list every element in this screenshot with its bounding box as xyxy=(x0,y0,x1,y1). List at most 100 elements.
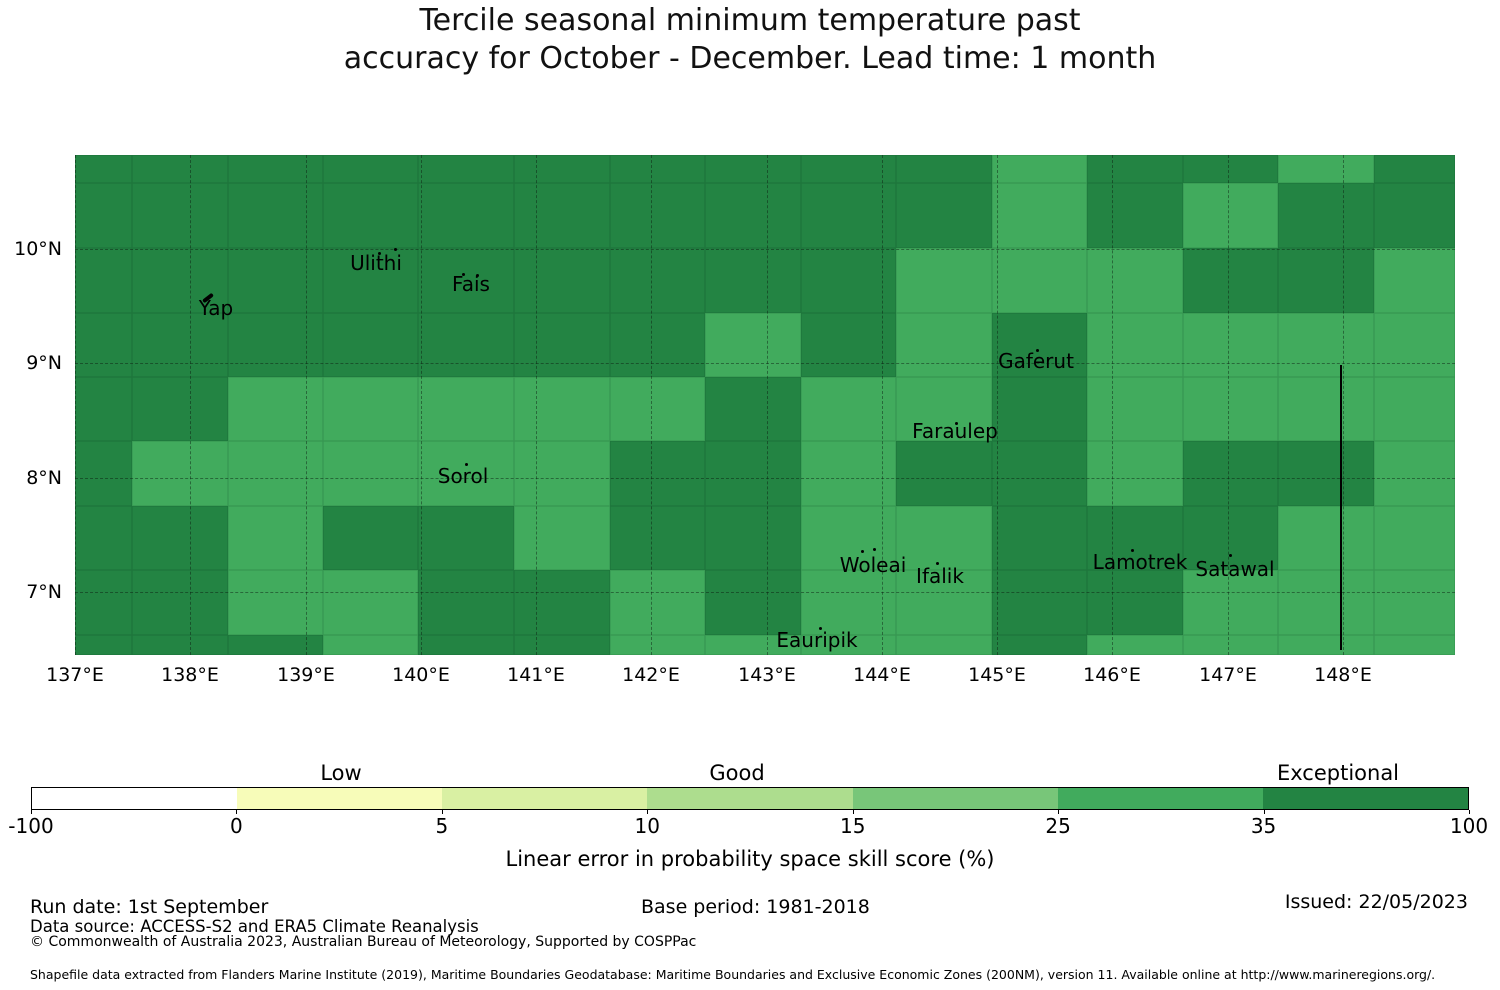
island-marker-eauripik xyxy=(818,626,822,630)
colorbar-category-label: Exceptional xyxy=(1276,761,1400,785)
colorbar-segment xyxy=(647,788,853,809)
map-cell xyxy=(1374,155,1455,183)
map-cell xyxy=(514,155,610,183)
island-label-lamotrek: Lamotrek xyxy=(1092,550,1188,574)
map-cell xyxy=(1183,570,1278,635)
map-cell xyxy=(896,570,992,635)
map-cell xyxy=(228,570,323,635)
map-cell xyxy=(75,570,132,635)
map-cell xyxy=(896,313,992,377)
map-cell xyxy=(801,570,896,635)
map-cell xyxy=(992,248,1087,313)
map-cell xyxy=(228,441,323,506)
latitude-gridline xyxy=(75,363,1455,364)
y-tick-label: 10°N xyxy=(14,238,62,260)
x-tick-label: 145°E xyxy=(968,664,1026,686)
maritime-boundary-line xyxy=(1340,365,1342,650)
longitude-gridline xyxy=(306,155,307,655)
longitude-gridline xyxy=(190,155,191,655)
island-label-sorol: Sorol xyxy=(437,464,489,488)
map-cell xyxy=(1087,377,1183,441)
map-cell xyxy=(992,506,1087,570)
map-cell xyxy=(75,635,132,655)
chart-title-line2: accuracy for October - December. Lead ti… xyxy=(343,41,1157,76)
map-cell xyxy=(801,441,896,506)
map-canvas: Yap Ulithi Fais Sorol Gaferut Faraulep Woleai I… xyxy=(75,155,1455,655)
colorbar-tick-mark xyxy=(236,810,238,814)
map-cell xyxy=(132,248,228,313)
map-cell xyxy=(801,635,896,655)
island-label-yap: Yap xyxy=(198,296,234,320)
map-cell xyxy=(418,506,514,570)
island-marker-satawal xyxy=(1228,553,1232,557)
map-cell xyxy=(705,441,801,506)
map-cell xyxy=(992,313,1087,377)
map-cell xyxy=(228,313,323,377)
map-cell xyxy=(228,506,323,570)
island-label-ulithi: Ulithi xyxy=(350,251,402,275)
map-cell xyxy=(705,313,801,377)
map-cell xyxy=(705,248,801,313)
map-cell xyxy=(228,183,323,248)
map-cell xyxy=(610,570,705,635)
map-cell xyxy=(992,155,1087,183)
map-cell xyxy=(801,155,896,183)
map-cell xyxy=(323,155,418,183)
map-cell xyxy=(1278,377,1374,441)
map-cell xyxy=(228,155,323,183)
map-cell xyxy=(705,183,801,248)
map-cell xyxy=(418,313,514,377)
colorbar-tick-mark xyxy=(31,810,32,814)
island-label-faraulep: Faraulep xyxy=(912,419,998,443)
map-cell xyxy=(323,183,418,248)
map-cell xyxy=(132,506,228,570)
x-tick-label: 143°E xyxy=(738,664,796,686)
island-label-eauripik: Eauripik xyxy=(776,628,858,652)
island-label-ifalik: Ifalik xyxy=(916,564,964,588)
issued-date-text: Issued: 22/05/2023 xyxy=(1284,891,1468,913)
data-source-text: Data source: ACCESS-S2 and ERA5 Climate … xyxy=(30,917,479,936)
map-cell xyxy=(801,183,896,248)
map-cell xyxy=(896,635,992,655)
longitude-gridline xyxy=(651,155,652,655)
map-cell xyxy=(514,570,610,635)
colorbar-segment xyxy=(1057,788,1263,809)
colorbar-segment xyxy=(237,788,443,809)
map-cell xyxy=(228,377,323,441)
island-marker-fais xyxy=(475,273,479,277)
colorbar-tick-mark xyxy=(1263,810,1265,814)
map-cell xyxy=(1374,248,1455,313)
map-cell xyxy=(514,183,610,248)
map-cell xyxy=(801,506,896,570)
map-cell xyxy=(705,155,801,183)
map-cell xyxy=(228,248,323,313)
map-cell xyxy=(323,441,418,506)
map-cell xyxy=(418,441,514,506)
colorbar-tick-mark xyxy=(647,810,649,814)
map-cell xyxy=(1374,506,1455,570)
longitude-gridline xyxy=(882,155,883,655)
map-cell xyxy=(801,248,896,313)
latitude-gridline xyxy=(75,249,1455,250)
map-cell xyxy=(514,441,610,506)
map-cell xyxy=(514,248,610,313)
island-marker-woleai xyxy=(872,547,876,551)
map-cell xyxy=(75,248,132,313)
map-cell xyxy=(992,441,1087,506)
map-cell xyxy=(992,570,1087,635)
map-cell xyxy=(75,506,132,570)
x-tick-label: 147°E xyxy=(1199,664,1257,686)
map-cell xyxy=(1183,506,1278,570)
colorbar-tick-mark xyxy=(1058,810,1060,814)
base-period-text: Base period: 1981-2018 xyxy=(641,896,870,918)
map-cell xyxy=(132,570,228,635)
map-cell xyxy=(418,570,514,635)
map-cell xyxy=(1087,248,1183,313)
colorbar-category-labels: Low Good Exceptional xyxy=(0,761,1500,787)
map-cell xyxy=(705,635,801,655)
map-cell xyxy=(896,155,992,183)
map-cell xyxy=(896,506,992,570)
colorbar-segment xyxy=(1262,788,1468,809)
map-cell xyxy=(418,377,514,441)
map-cell xyxy=(610,313,705,377)
